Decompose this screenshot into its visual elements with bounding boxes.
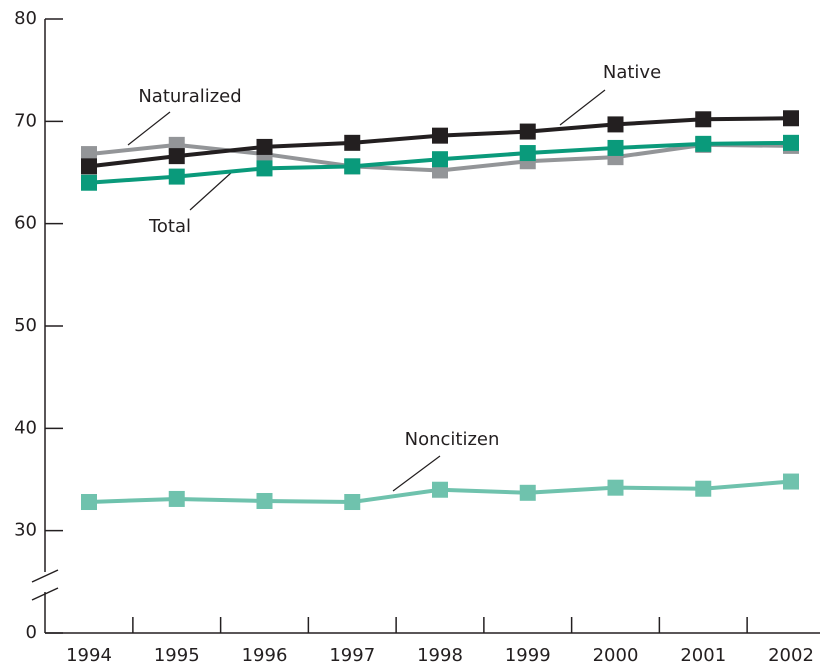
y-tick-label: 40	[14, 417, 37, 438]
x-tick-label: 1994	[66, 645, 112, 666]
x-tick-label: 2000	[593, 645, 639, 666]
marker	[256, 492, 273, 509]
marker	[519, 145, 536, 162]
series-label: Noncitizen	[405, 429, 500, 450]
x-tick-label: 1995	[154, 645, 200, 666]
leader-line	[559, 89, 606, 126]
y-tick-label: 50	[14, 315, 37, 336]
marker	[783, 473, 799, 490]
marker	[168, 148, 185, 165]
marker	[432, 151, 448, 168]
marker	[783, 134, 799, 151]
x-tick-label: 1999	[505, 645, 551, 666]
series-label: Total	[148, 216, 191, 237]
marker	[695, 135, 712, 152]
y-tick-label: 30	[14, 520, 37, 541]
marker	[607, 479, 624, 496]
marker	[168, 490, 185, 507]
marker	[432, 481, 448, 498]
marker	[168, 168, 185, 185]
leader-line	[189, 171, 233, 211]
marker	[344, 158, 361, 175]
marker	[607, 116, 624, 133]
x-tick-label: 1996	[242, 645, 288, 666]
marker	[81, 146, 97, 163]
marker	[256, 138, 273, 155]
x-tick-label: 1997	[329, 645, 375, 666]
series-label: Native	[603, 62, 661, 83]
marker	[695, 480, 712, 497]
x-tick-label: 2002	[768, 645, 814, 666]
marker	[519, 123, 536, 140]
marker	[519, 484, 536, 501]
marker	[256, 160, 273, 177]
y-tick-label: 70	[14, 110, 37, 131]
marker	[81, 494, 97, 511]
y-tick-label: 80	[14, 8, 37, 29]
marker	[81, 158, 97, 175]
x-tick-label: 1998	[417, 645, 463, 666]
x-tick-label: 2001	[680, 645, 726, 666]
leader-line	[127, 111, 171, 146]
marker	[344, 134, 361, 151]
marker	[81, 174, 97, 191]
leader-line	[392, 455, 441, 492]
axis-break	[31, 587, 59, 601]
marker	[607, 139, 624, 156]
axis-break	[31, 569, 59, 583]
y-tick-label: 0	[26, 622, 37, 643]
marker	[695, 111, 712, 128]
series-label: Naturalized	[138, 86, 241, 107]
marker	[344, 494, 361, 511]
marker	[432, 127, 448, 144]
marker	[783, 110, 799, 127]
y-tick-label: 60	[14, 213, 37, 234]
annotations: Naturalized Native Total Noncitizen	[127, 62, 661, 492]
